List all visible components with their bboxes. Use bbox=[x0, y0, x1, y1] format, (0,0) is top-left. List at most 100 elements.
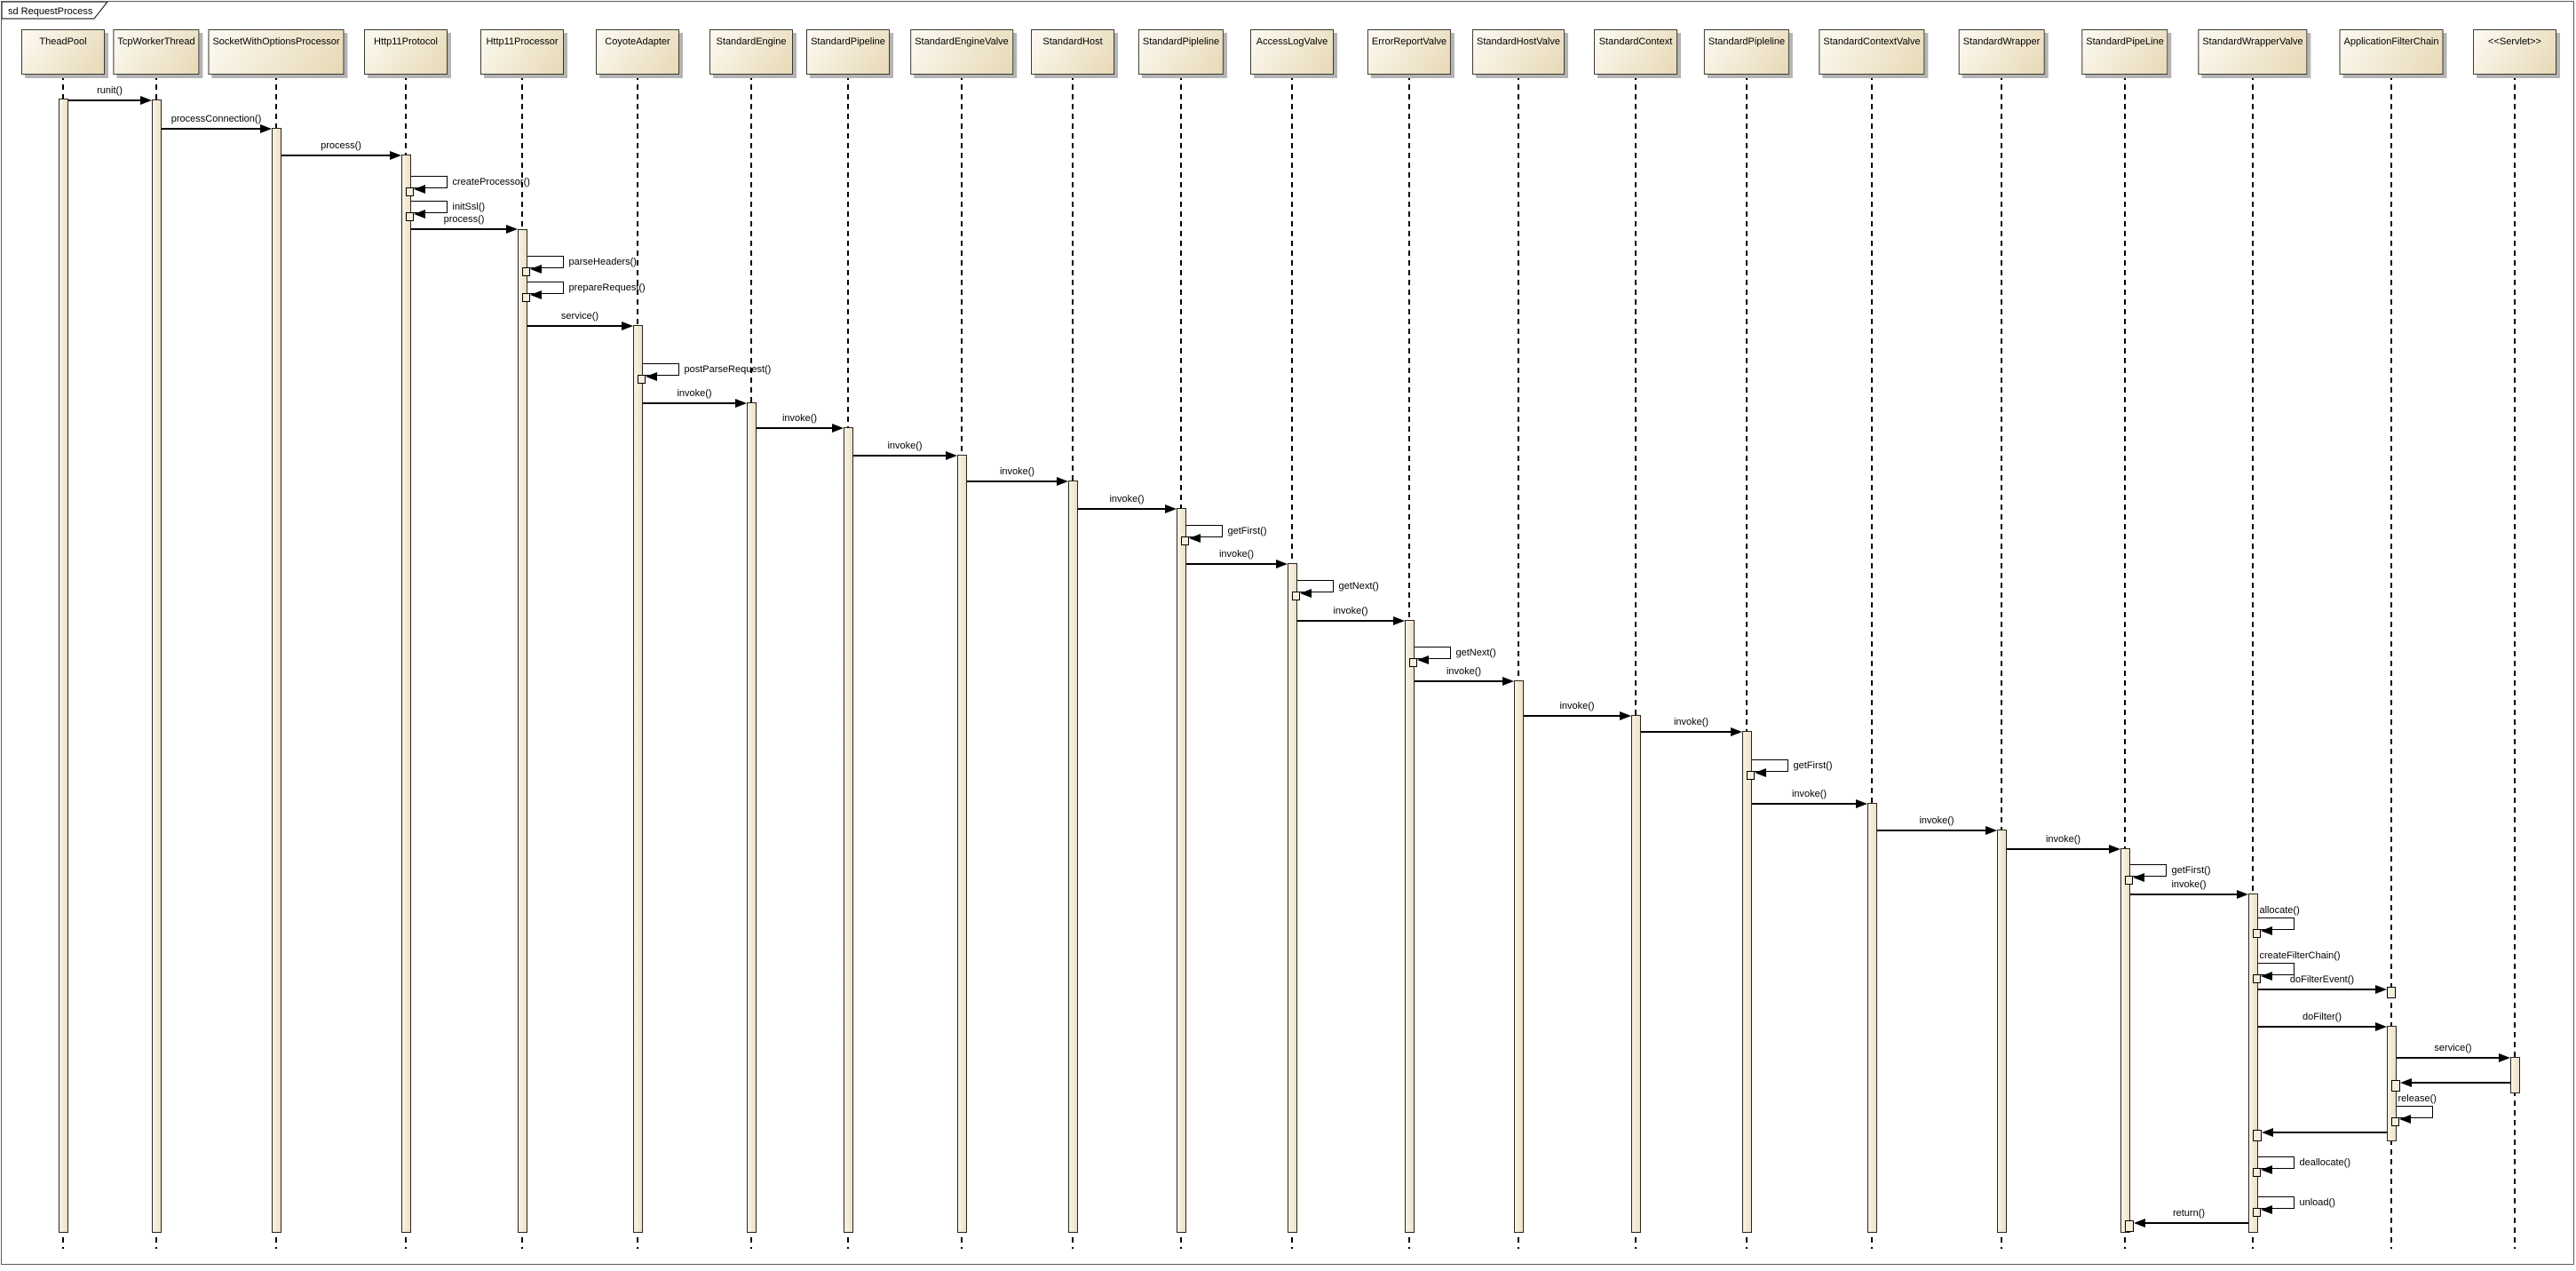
message-invoke-21 bbox=[1523, 715, 1621, 717]
self-message-loop bbox=[410, 176, 448, 188]
activation-bar-standardcontextvalve bbox=[1867, 803, 1877, 1233]
lifeline-head-standardcontextvalve-16: StandardContextValve bbox=[1819, 29, 1925, 75]
arrowhead-icon bbox=[2261, 972, 2272, 981]
message-invoke-11-label: invoke() bbox=[781, 413, 818, 424]
message-return-box bbox=[2391, 1080, 2400, 1092]
arrowhead-icon bbox=[530, 290, 542, 299]
arrowhead-icon bbox=[530, 265, 542, 274]
message-invoke-10 bbox=[642, 402, 736, 404]
message-runit-0-label: runit() bbox=[97, 85, 123, 96]
message-return-39 bbox=[2144, 1222, 2248, 1224]
message-service-8-label: service() bbox=[560, 311, 599, 322]
arrowhead-icon bbox=[1417, 655, 1429, 664]
lifeline-line-servlet bbox=[2514, 75, 2516, 1249]
self-message-loop bbox=[527, 282, 564, 294]
message-process-5 bbox=[410, 228, 507, 230]
activation-bar-standardpipleline bbox=[1741, 731, 1752, 1233]
activation-bar-errorreportvalve bbox=[1404, 620, 1415, 1233]
arrowhead-icon bbox=[2134, 1219, 2145, 1227]
activation-bar-standardengine bbox=[746, 402, 757, 1233]
frame-label-tab: sd RequestProcess bbox=[2, 2, 108, 20]
lifeline-head-standardwrapper-17: StandardWrapper bbox=[1958, 29, 2045, 75]
self-return-box bbox=[1292, 592, 1300, 600]
self-message-loop bbox=[2257, 918, 2295, 930]
self-message-loop bbox=[2129, 864, 2167, 877]
message-processconnection-1-label: processConnection() bbox=[170, 114, 262, 124]
self-return-box bbox=[1747, 771, 1755, 780]
arrowhead-icon bbox=[1275, 560, 1288, 568]
message-allocate-29-label: allocate() bbox=[2259, 905, 2300, 916]
arrowhead-icon bbox=[2133, 873, 2144, 882]
lifeline-head-standardhostvalve-13: StandardHostValve bbox=[1472, 29, 1565, 75]
message-invoke-18 bbox=[1296, 620, 1394, 622]
arrowhead-icon bbox=[1392, 616, 1405, 625]
message-postparserequest-9-label: postParseRequest() bbox=[684, 364, 772, 375]
message-invoke-12 bbox=[852, 455, 947, 457]
frame-tab-shape bbox=[2, 2, 108, 20]
activation-bar-standardhostvalve bbox=[1513, 680, 1524, 1233]
lifeline-head-standardpipeline-7: StandardPipeline bbox=[806, 29, 890, 75]
activation-bar-theadpool bbox=[58, 99, 68, 1233]
arrowhead-icon bbox=[2375, 985, 2387, 994]
lifeline-head-tcpworkerthread-1: TcpWorkerThread bbox=[113, 29, 200, 75]
activation-bar-standardenginevalve bbox=[956, 455, 967, 1233]
activation-bar-standardpipleline bbox=[1176, 508, 1186, 1233]
message-invoke-22-label: invoke() bbox=[1673, 717, 1709, 727]
arrowhead-icon bbox=[2108, 845, 2120, 854]
arrowhead-icon bbox=[621, 322, 633, 330]
message-getfirst-23-label: getFirst() bbox=[1793, 760, 1833, 771]
lifeline-head-http11processor-4: Http11Processor bbox=[480, 29, 564, 75]
message-process-2-label: process() bbox=[321, 140, 361, 151]
arrowhead-icon bbox=[259, 124, 272, 133]
self-message-loop bbox=[1751, 759, 1788, 772]
message-invoke-24 bbox=[1751, 803, 1857, 805]
arrowhead-icon bbox=[1502, 677, 1514, 686]
lifeline-head-standardpipleline-10: StandardPipleline bbox=[1137, 29, 1225, 75]
lifeline-head-standardenginevalve-8: StandardEngineValve bbox=[910, 29, 1013, 75]
message-invoke-28-label: invoke() bbox=[2171, 879, 2207, 890]
activation-bar-servlet bbox=[2509, 1057, 2520, 1093]
arrowhead-icon bbox=[646, 372, 657, 381]
arrowhead-icon bbox=[734, 399, 747, 408]
arrowhead-icon bbox=[1855, 799, 1867, 808]
arrowhead-icon bbox=[831, 424, 844, 433]
activation-bar-http11protocol bbox=[400, 155, 411, 1233]
self-message-loop bbox=[2396, 1106, 2433, 1118]
self-message-loop bbox=[1185, 525, 1223, 537]
lifeline-line-standardcontext bbox=[1635, 75, 1637, 1249]
arrowhead-icon bbox=[1619, 711, 1631, 720]
lifeline-head-standardpipeline-18: StandardPipeLine bbox=[2081, 29, 2168, 75]
message-release-35-label: release() bbox=[2398, 1093, 2437, 1104]
message-return-34 bbox=[2411, 1082, 2510, 1084]
arrowhead-icon bbox=[1189, 534, 1201, 543]
message-return-box bbox=[2253, 1130, 2262, 1141]
arrowhead-icon bbox=[945, 451, 957, 460]
self-return-box bbox=[2253, 974, 2261, 983]
self-message-loop bbox=[410, 201, 448, 213]
activation-bar-accesslogvalve bbox=[1287, 563, 1297, 1233]
message-invoke-20 bbox=[1414, 680, 1503, 682]
activation-bar-socketwithoptionsprocessor bbox=[271, 128, 281, 1233]
message-dofilterevent-31 bbox=[2257, 989, 2376, 990]
activation-bar-standardcontext bbox=[1630, 715, 1641, 1233]
arrowhead-icon bbox=[1730, 727, 1742, 736]
lifeline-head-standardhost-9: StandardHost bbox=[1031, 29, 1114, 75]
message-invoke-21-label: invoke() bbox=[1559, 701, 1595, 711]
lifeline-line-standardpipeline bbox=[2124, 75, 2126, 1249]
lifeline-line-applicationfilterchain bbox=[2390, 75, 2392, 1249]
self-message-loop bbox=[2257, 1196, 2295, 1209]
message-return-box bbox=[2125, 1220, 2134, 1232]
message-service-8 bbox=[527, 325, 622, 327]
lifeline-head-errorreportvalve-12: ErrorReportValve bbox=[1367, 29, 1452, 75]
lifeline-line-standardhostvalve bbox=[1518, 75, 1519, 1249]
message-invoke-26 bbox=[2006, 848, 2110, 850]
arrowhead-icon bbox=[1056, 477, 1068, 486]
self-message-loop bbox=[1414, 647, 1451, 659]
arrowhead-icon bbox=[389, 151, 401, 160]
message-initssl-4-label: initSsl() bbox=[452, 202, 486, 212]
message-getfirst-15-label: getFirst() bbox=[1227, 526, 1267, 536]
message-invoke-13 bbox=[966, 481, 1058, 482]
message-invoke-11 bbox=[756, 427, 833, 429]
self-return-box bbox=[1409, 658, 1417, 667]
